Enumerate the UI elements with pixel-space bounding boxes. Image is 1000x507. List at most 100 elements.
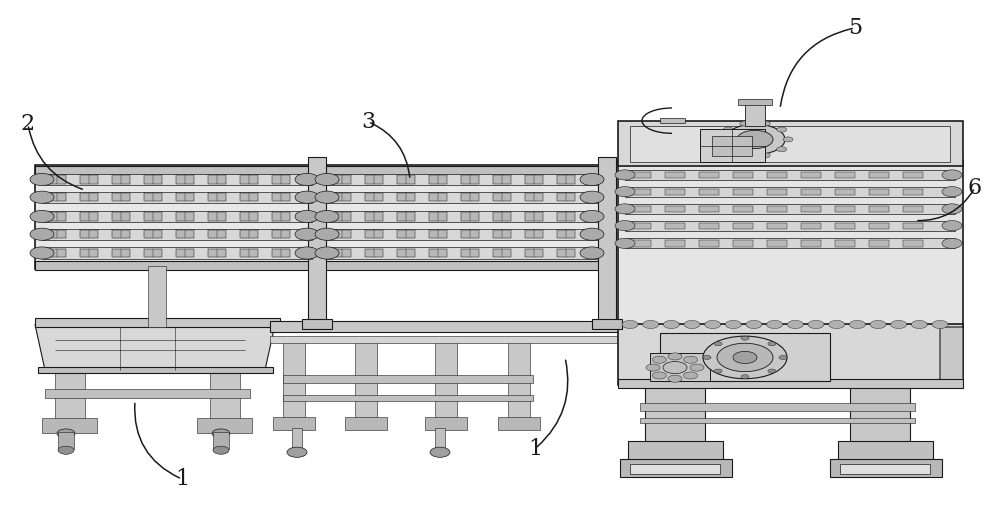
Bar [733, 240, 753, 247]
Circle shape [767, 320, 783, 329]
Bar [112, 193, 130, 201]
Bar [665, 172, 685, 178]
Bar [327, 229, 597, 240]
Circle shape [760, 153, 770, 158]
Bar [665, 189, 685, 195]
Bar [48, 175, 66, 184]
Bar [327, 211, 597, 222]
Circle shape [663, 320, 679, 329]
Circle shape [942, 221, 962, 231]
Circle shape [768, 342, 776, 346]
Bar [835, 240, 855, 247]
Bar [461, 212, 479, 221]
Bar [283, 395, 533, 401]
Circle shape [315, 228, 339, 240]
Bar [903, 189, 923, 195]
Circle shape [30, 210, 54, 223]
Bar [650, 353, 710, 381]
Bar [308, 157, 326, 327]
Bar [283, 375, 533, 383]
Circle shape [746, 320, 762, 329]
Bar [42, 211, 312, 222]
Bar [525, 230, 543, 238]
Bar [665, 223, 685, 229]
Bar [148, 266, 166, 327]
Bar [699, 240, 719, 247]
Bar [35, 166, 320, 175]
Bar [208, 212, 226, 221]
Circle shape [932, 320, 948, 329]
Circle shape [911, 320, 927, 329]
Bar [625, 187, 955, 197]
Bar [598, 157, 616, 327]
Bar [80, 249, 98, 257]
Circle shape [725, 320, 741, 329]
Circle shape [737, 130, 773, 149]
Bar [345, 417, 387, 430]
Bar [240, 193, 258, 201]
Bar [835, 206, 855, 212]
Circle shape [717, 343, 773, 372]
Circle shape [723, 147, 733, 152]
Bar [461, 249, 479, 257]
Circle shape [829, 320, 845, 329]
Circle shape [717, 137, 727, 142]
Bar [58, 432, 74, 449]
Circle shape [777, 147, 787, 152]
Circle shape [646, 364, 660, 371]
Bar [35, 261, 320, 270]
Bar [197, 418, 252, 433]
Bar [35, 318, 280, 327]
Bar [733, 189, 753, 195]
Circle shape [295, 191, 319, 203]
Bar [429, 212, 447, 221]
Bar [699, 223, 719, 229]
Circle shape [725, 124, 785, 155]
Bar [272, 193, 290, 201]
Circle shape [295, 210, 319, 223]
Bar [493, 249, 511, 257]
Bar [767, 172, 787, 178]
Bar [333, 249, 351, 257]
Bar [625, 238, 955, 248]
Bar [525, 249, 543, 257]
Circle shape [30, 173, 54, 186]
Bar [618, 324, 963, 385]
Bar [903, 240, 923, 247]
Bar [333, 212, 351, 221]
Circle shape [733, 351, 757, 364]
Bar [42, 229, 312, 240]
Bar [55, 370, 85, 421]
Bar [631, 189, 651, 195]
Bar [801, 172, 821, 178]
Bar [42, 418, 97, 433]
Bar [48, 230, 66, 238]
Circle shape [703, 336, 787, 379]
Bar [176, 175, 194, 184]
Bar [625, 204, 955, 214]
Circle shape [668, 375, 682, 382]
Circle shape [315, 210, 339, 223]
Bar [320, 261, 605, 270]
Bar [618, 121, 963, 166]
Circle shape [580, 210, 604, 223]
Circle shape [684, 356, 698, 363]
Bar [618, 379, 963, 388]
Bar [498, 417, 540, 430]
Bar [112, 249, 130, 257]
Bar [80, 230, 98, 238]
Circle shape [870, 320, 886, 329]
Bar [660, 118, 685, 123]
Bar [240, 230, 258, 238]
Text: 3: 3 [361, 111, 375, 133]
Circle shape [295, 247, 319, 259]
Circle shape [942, 204, 962, 214]
Bar [429, 230, 447, 238]
Bar [429, 249, 447, 257]
Circle shape [690, 364, 704, 371]
Circle shape [668, 353, 682, 360]
Bar [557, 193, 575, 201]
Circle shape [760, 121, 770, 126]
Bar [397, 175, 415, 184]
Bar [144, 193, 162, 201]
